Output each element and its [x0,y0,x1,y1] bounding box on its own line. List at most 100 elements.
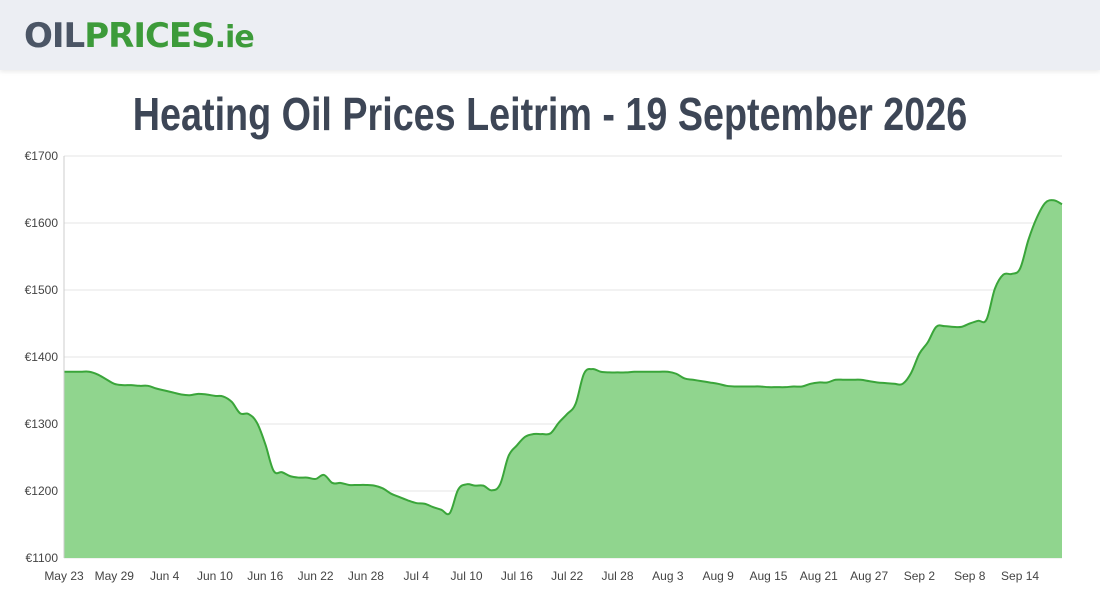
data-point[interactable] [1009,271,1015,277]
data-point[interactable] [782,384,788,390]
site-logo[interactable]: OILPRICES.ie [24,14,255,60]
data-point[interactable] [61,369,67,375]
data-point[interactable] [430,504,436,510]
data-point[interactable] [262,441,268,447]
data-point[interactable] [279,469,285,475]
data-point[interactable] [103,376,109,382]
data-point[interactable] [824,379,830,385]
data-point[interactable] [615,369,621,375]
data-point[interactable] [984,316,990,322]
data-point[interactable] [1025,237,1031,243]
data-point[interactable] [95,371,101,377]
data-point[interactable] [623,369,629,375]
data-point[interactable] [480,483,486,489]
data-point[interactable] [950,324,956,330]
data-point[interactable] [1042,200,1048,206]
data-point[interactable] [589,366,595,372]
data-point[interactable] [136,383,142,389]
data-point[interactable] [271,468,277,474]
data-point[interactable] [304,475,310,481]
data-point[interactable] [447,510,453,516]
data-point[interactable] [900,381,906,387]
data-point[interactable] [229,399,235,405]
data-point[interactable] [195,391,201,397]
data-point[interactable] [925,339,931,345]
data-point[interactable] [388,491,394,497]
data-point[interactable] [187,392,193,398]
data-point[interactable] [715,381,721,387]
data-point[interactable] [1017,266,1023,272]
data-point[interactable] [170,390,176,396]
data-point[interactable] [749,383,755,389]
data-point[interactable] [346,482,352,488]
data-point[interactable] [673,371,679,377]
data-point[interactable] [740,383,746,389]
data-point[interactable] [757,383,763,389]
data-point[interactable] [556,420,562,426]
data-point[interactable] [539,431,545,437]
data-point[interactable] [145,383,151,389]
data-point[interactable] [799,383,805,389]
data-point[interactable] [765,384,771,390]
data-point[interactable] [690,377,696,383]
data-point[interactable] [371,483,377,489]
data-point[interactable] [329,480,335,486]
data-point[interactable] [958,324,964,330]
data-point[interactable] [514,442,520,448]
data-point[interactable] [1059,201,1065,207]
data-point[interactable] [648,369,654,375]
data-point[interactable] [363,482,369,488]
data-point[interactable] [816,379,822,385]
data-point[interactable] [942,323,948,329]
data-point[interactable] [505,453,511,459]
data-point[interactable] [874,379,880,385]
data-point[interactable] [547,430,553,436]
data-point[interactable] [111,381,117,387]
data-point[interactable] [313,476,319,482]
data-point[interactable] [774,384,780,390]
data-point[interactable] [1034,215,1040,221]
data-point[interactable] [464,481,470,487]
data-point[interactable] [841,377,847,383]
data-point[interactable] [908,370,914,376]
data-point[interactable] [564,411,570,417]
data-point[interactable] [573,401,579,407]
data-point[interactable] [489,487,495,493]
data-point[interactable] [807,381,813,387]
data-point[interactable] [916,351,922,357]
data-point[interactable] [833,377,839,383]
data-point[interactable] [640,369,646,375]
data-point[interactable] [933,324,939,330]
data-point[interactable] [120,382,126,388]
data-point[interactable] [665,369,671,375]
data-point[interactable] [287,473,293,479]
data-point[interactable] [732,383,738,389]
data-point[interactable] [992,286,998,292]
data-point[interactable] [405,497,411,503]
data-point[interactable] [1000,272,1006,278]
data-point[interactable] [254,420,260,426]
data-point[interactable] [78,369,84,375]
data-point[interactable] [631,369,637,375]
data-point[interactable] [606,369,612,375]
data-point[interactable] [128,382,134,388]
data-point[interactable] [438,507,444,513]
data-point[interactable] [707,379,713,385]
data-point[interactable] [455,487,461,493]
data-point[interactable] [682,375,688,381]
data-point[interactable] [246,411,252,417]
data-point[interactable] [422,501,428,507]
data-point[interactable] [338,480,344,486]
data-point[interactable] [212,393,218,399]
data-point[interactable] [355,482,361,488]
data-point[interactable] [791,383,797,389]
data-point[interactable] [656,369,662,375]
data-point[interactable] [849,377,855,383]
data-point[interactable] [724,383,730,389]
data-point[interactable] [321,472,327,478]
data-point[interactable] [598,369,604,375]
data-point[interactable] [178,392,184,398]
data-point[interactable] [866,378,872,384]
data-point[interactable] [69,369,75,375]
data-point[interactable] [891,381,897,387]
